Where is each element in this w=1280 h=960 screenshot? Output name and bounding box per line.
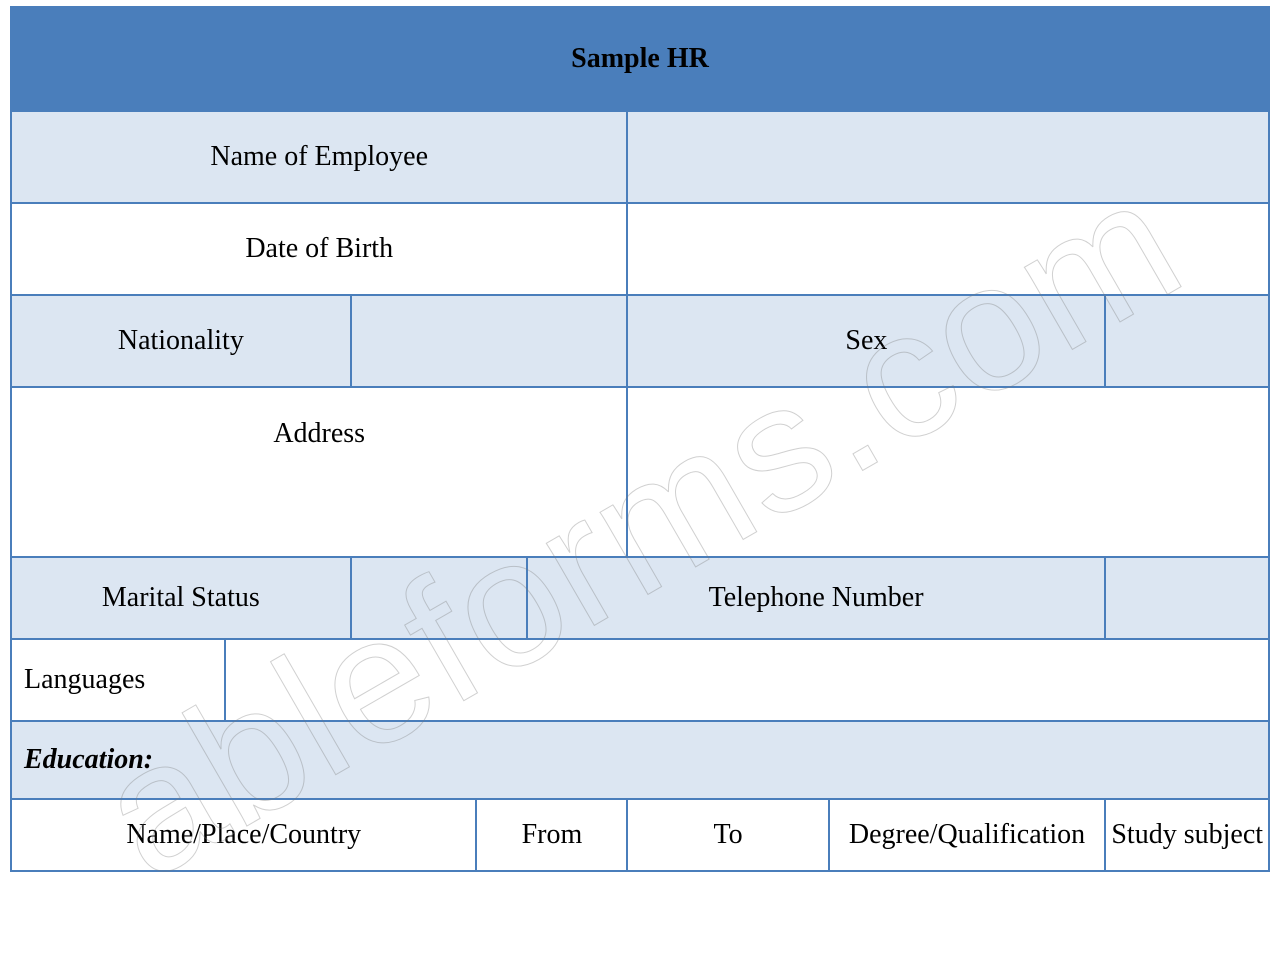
sex-label: Sex: [627, 295, 1105, 387]
sex-field[interactable]: [1105, 295, 1269, 387]
hr-form-table: Sample HR Name of Employee Date of Birth…: [10, 6, 1270, 872]
edu-col-degree: Degree/Qualification: [829, 799, 1106, 871]
edu-col-to: To: [627, 799, 828, 871]
edu-col-subject: Study subject: [1105, 799, 1269, 871]
marital-field[interactable]: [351, 557, 527, 639]
languages-field[interactable]: [225, 639, 1269, 721]
dob-label: Date of Birth: [11, 203, 627, 295]
dob-field[interactable]: [627, 203, 1269, 295]
marital-label: Marital Status: [11, 557, 351, 639]
nationality-label: Nationality: [11, 295, 351, 387]
nationality-field[interactable]: [351, 295, 628, 387]
edu-col-from: From: [476, 799, 627, 871]
languages-label: Languages: [11, 639, 225, 721]
form-title: Sample HR: [11, 7, 1269, 111]
edu-col-name-place-country: Name/Place/Country: [11, 799, 476, 871]
address-label: Address: [11, 387, 627, 557]
phone-label: Telephone Number: [527, 557, 1106, 639]
name-label: Name of Employee: [11, 111, 627, 203]
name-field[interactable]: [627, 111, 1269, 203]
education-header: Education:: [11, 721, 1269, 799]
phone-field[interactable]: [1105, 557, 1269, 639]
address-field[interactable]: [627, 387, 1269, 557]
